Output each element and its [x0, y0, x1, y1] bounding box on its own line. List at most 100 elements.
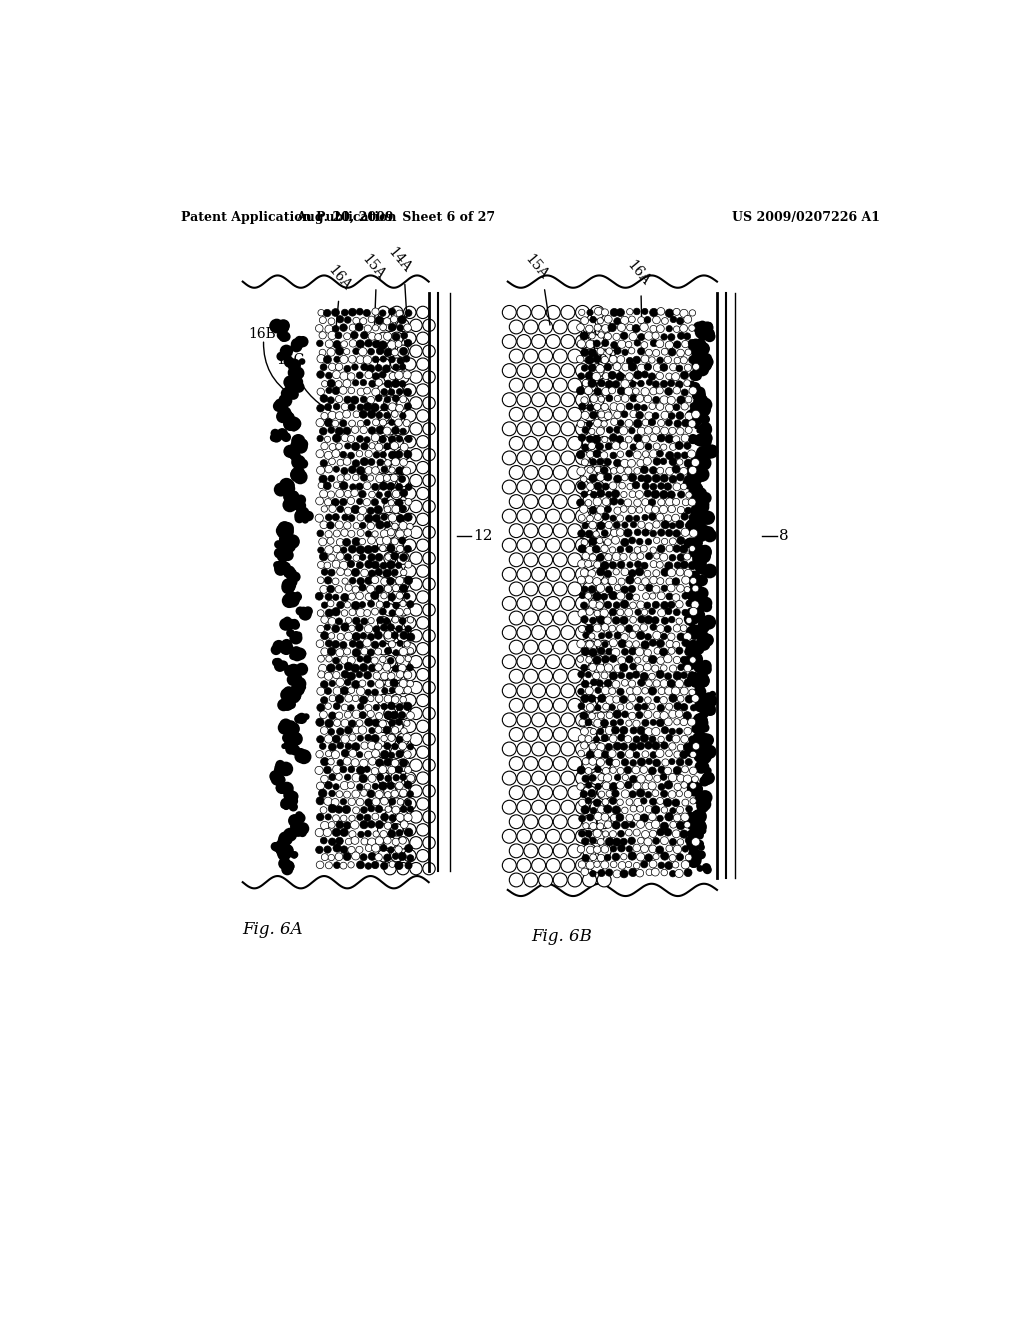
Circle shape: [406, 310, 412, 317]
Circle shape: [283, 351, 290, 358]
Circle shape: [698, 669, 703, 675]
Circle shape: [284, 524, 294, 535]
Circle shape: [396, 527, 410, 539]
Circle shape: [696, 697, 708, 708]
Circle shape: [333, 466, 340, 473]
Circle shape: [378, 824, 390, 836]
Circle shape: [292, 824, 305, 836]
Circle shape: [688, 434, 698, 444]
Circle shape: [344, 678, 351, 685]
Circle shape: [694, 742, 708, 754]
Circle shape: [677, 507, 685, 513]
Circle shape: [372, 642, 379, 648]
Circle shape: [694, 372, 701, 380]
Circle shape: [318, 475, 328, 483]
Circle shape: [381, 813, 388, 821]
Circle shape: [691, 595, 705, 609]
Circle shape: [693, 628, 705, 639]
Circle shape: [684, 364, 691, 371]
Circle shape: [693, 339, 707, 352]
Circle shape: [590, 510, 604, 523]
Circle shape: [617, 704, 624, 710]
Circle shape: [568, 785, 582, 800]
Circle shape: [344, 726, 352, 734]
Circle shape: [577, 450, 585, 459]
Circle shape: [322, 380, 328, 387]
Circle shape: [279, 763, 285, 770]
Circle shape: [649, 466, 657, 474]
Circle shape: [400, 805, 407, 813]
Circle shape: [579, 626, 586, 632]
Circle shape: [403, 694, 416, 706]
Circle shape: [399, 774, 407, 780]
Circle shape: [687, 781, 701, 796]
Circle shape: [287, 379, 301, 393]
Circle shape: [403, 539, 416, 552]
Circle shape: [604, 333, 611, 341]
Circle shape: [701, 772, 715, 784]
Circle shape: [279, 535, 289, 545]
Circle shape: [423, 345, 435, 358]
Circle shape: [701, 500, 710, 508]
Circle shape: [329, 696, 336, 702]
Circle shape: [295, 471, 304, 480]
Circle shape: [361, 838, 368, 845]
Circle shape: [335, 521, 343, 529]
Circle shape: [344, 317, 351, 323]
Circle shape: [585, 355, 594, 364]
Circle shape: [295, 631, 302, 639]
Circle shape: [296, 816, 303, 822]
Circle shape: [593, 355, 601, 363]
Circle shape: [602, 372, 609, 380]
Circle shape: [686, 599, 692, 607]
Circle shape: [568, 379, 582, 392]
Circle shape: [637, 726, 645, 735]
Circle shape: [644, 838, 652, 846]
Circle shape: [390, 358, 403, 371]
Circle shape: [292, 634, 297, 639]
Circle shape: [587, 309, 593, 315]
Circle shape: [656, 671, 665, 678]
Circle shape: [700, 334, 708, 341]
Circle shape: [583, 632, 589, 639]
Circle shape: [583, 873, 597, 887]
Circle shape: [325, 688, 332, 694]
Circle shape: [622, 363, 630, 371]
Circle shape: [340, 799, 347, 805]
Circle shape: [590, 539, 604, 552]
Circle shape: [399, 458, 408, 466]
Circle shape: [327, 585, 335, 593]
Circle shape: [287, 498, 298, 510]
Circle shape: [503, 829, 516, 843]
Circle shape: [319, 711, 328, 718]
Circle shape: [417, 616, 429, 630]
Circle shape: [360, 742, 369, 750]
Circle shape: [289, 652, 298, 660]
Circle shape: [684, 586, 690, 593]
Circle shape: [388, 846, 394, 853]
Circle shape: [291, 425, 298, 432]
Circle shape: [677, 537, 685, 545]
Circle shape: [626, 436, 632, 444]
Circle shape: [656, 372, 664, 380]
Text: 12: 12: [473, 529, 493, 543]
Circle shape: [690, 861, 696, 867]
Circle shape: [417, 591, 429, 603]
Circle shape: [696, 446, 708, 458]
Circle shape: [278, 698, 290, 711]
Circle shape: [692, 616, 699, 623]
Circle shape: [364, 403, 372, 411]
Circle shape: [695, 562, 708, 574]
Circle shape: [358, 491, 367, 498]
Circle shape: [539, 756, 553, 771]
Circle shape: [630, 602, 636, 609]
Circle shape: [637, 789, 645, 797]
Circle shape: [649, 609, 655, 615]
Circle shape: [392, 616, 398, 623]
Circle shape: [697, 326, 711, 338]
Circle shape: [694, 715, 705, 726]
Circle shape: [688, 339, 696, 347]
Circle shape: [517, 771, 530, 785]
Circle shape: [356, 751, 362, 758]
Circle shape: [388, 323, 396, 331]
